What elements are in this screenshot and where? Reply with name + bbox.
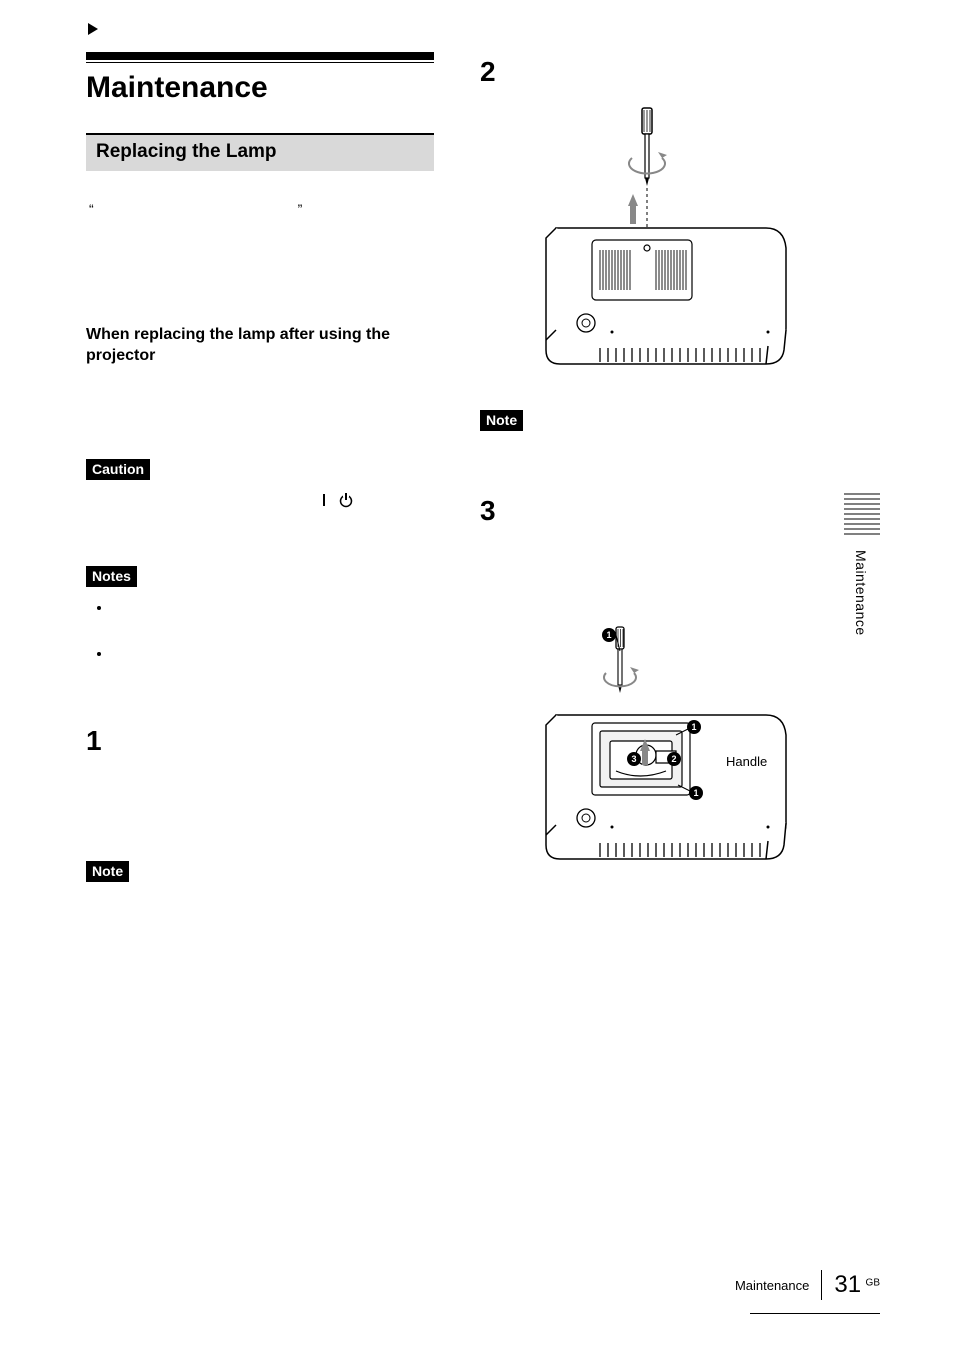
note-block-right: Note bbox=[480, 410, 806, 443]
content-area: Maintenance Replacing the Lamp “ ” When … bbox=[86, 52, 806, 894]
figure-step-2 bbox=[516, 98, 806, 388]
page-suffix: GB bbox=[866, 1278, 880, 1289]
step-1: 1 bbox=[86, 725, 434, 757]
notes-badge: Notes bbox=[86, 566, 137, 587]
left-column: Maintenance Replacing the Lamp “ ” When … bbox=[86, 52, 434, 894]
figure-step-3: 1 1 1 2 3 Handle bbox=[516, 623, 806, 883]
page: Maintenance Replacing the Lamp “ ” When … bbox=[0, 0, 954, 1352]
notes-block: Notes bbox=[86, 566, 434, 691]
side-tab: Maintenance bbox=[844, 492, 880, 692]
svg-text:1: 1 bbox=[691, 722, 696, 732]
play-icon bbox=[86, 22, 100, 36]
title-rule-thick bbox=[86, 52, 434, 60]
notes-list bbox=[86, 599, 434, 691]
svg-text:2: 2 bbox=[671, 754, 676, 764]
handle-label: Handle bbox=[726, 754, 767, 769]
right-quote: ” bbox=[298, 201, 303, 217]
power-icons bbox=[322, 492, 356, 508]
quote-row: “ ” bbox=[86, 201, 434, 217]
power-icons-row bbox=[86, 492, 434, 508]
footer-section-label: Maintenance bbox=[735, 1278, 809, 1293]
footer-rule bbox=[750, 1313, 880, 1314]
svg-text:1: 1 bbox=[606, 630, 611, 640]
footer-page-number: 31 GB bbox=[834, 1271, 880, 1299]
footer-divider bbox=[821, 1270, 822, 1300]
step-3: 3 bbox=[480, 495, 806, 527]
side-tab-lines bbox=[844, 492, 880, 538]
section-heading: Replacing the Lamp bbox=[86, 133, 434, 171]
page-footer: Maintenance 31 GB bbox=[735, 1270, 880, 1300]
list-item bbox=[112, 645, 434, 691]
page-title: Maintenance bbox=[86, 71, 434, 105]
step-2: 2 bbox=[480, 56, 806, 88]
svg-text:3: 3 bbox=[631, 754, 636, 764]
right-column: 2 bbox=[480, 52, 806, 894]
sub-heading: When replacing the lamp after using the … bbox=[86, 325, 434, 367]
caution-block: Caution bbox=[86, 459, 434, 492]
left-quote: “ bbox=[89, 201, 94, 217]
svg-text:1: 1 bbox=[693, 788, 698, 798]
side-tab-label: Maintenance bbox=[853, 550, 869, 636]
caution-badge: Caution bbox=[86, 459, 150, 480]
note-block-left: Note bbox=[86, 861, 434, 894]
note-badge: Note bbox=[480, 410, 523, 431]
page-number: 31 bbox=[834, 1271, 861, 1298]
title-rule-thin bbox=[86, 62, 434, 63]
list-item bbox=[112, 599, 434, 645]
note-badge: Note bbox=[86, 861, 129, 882]
